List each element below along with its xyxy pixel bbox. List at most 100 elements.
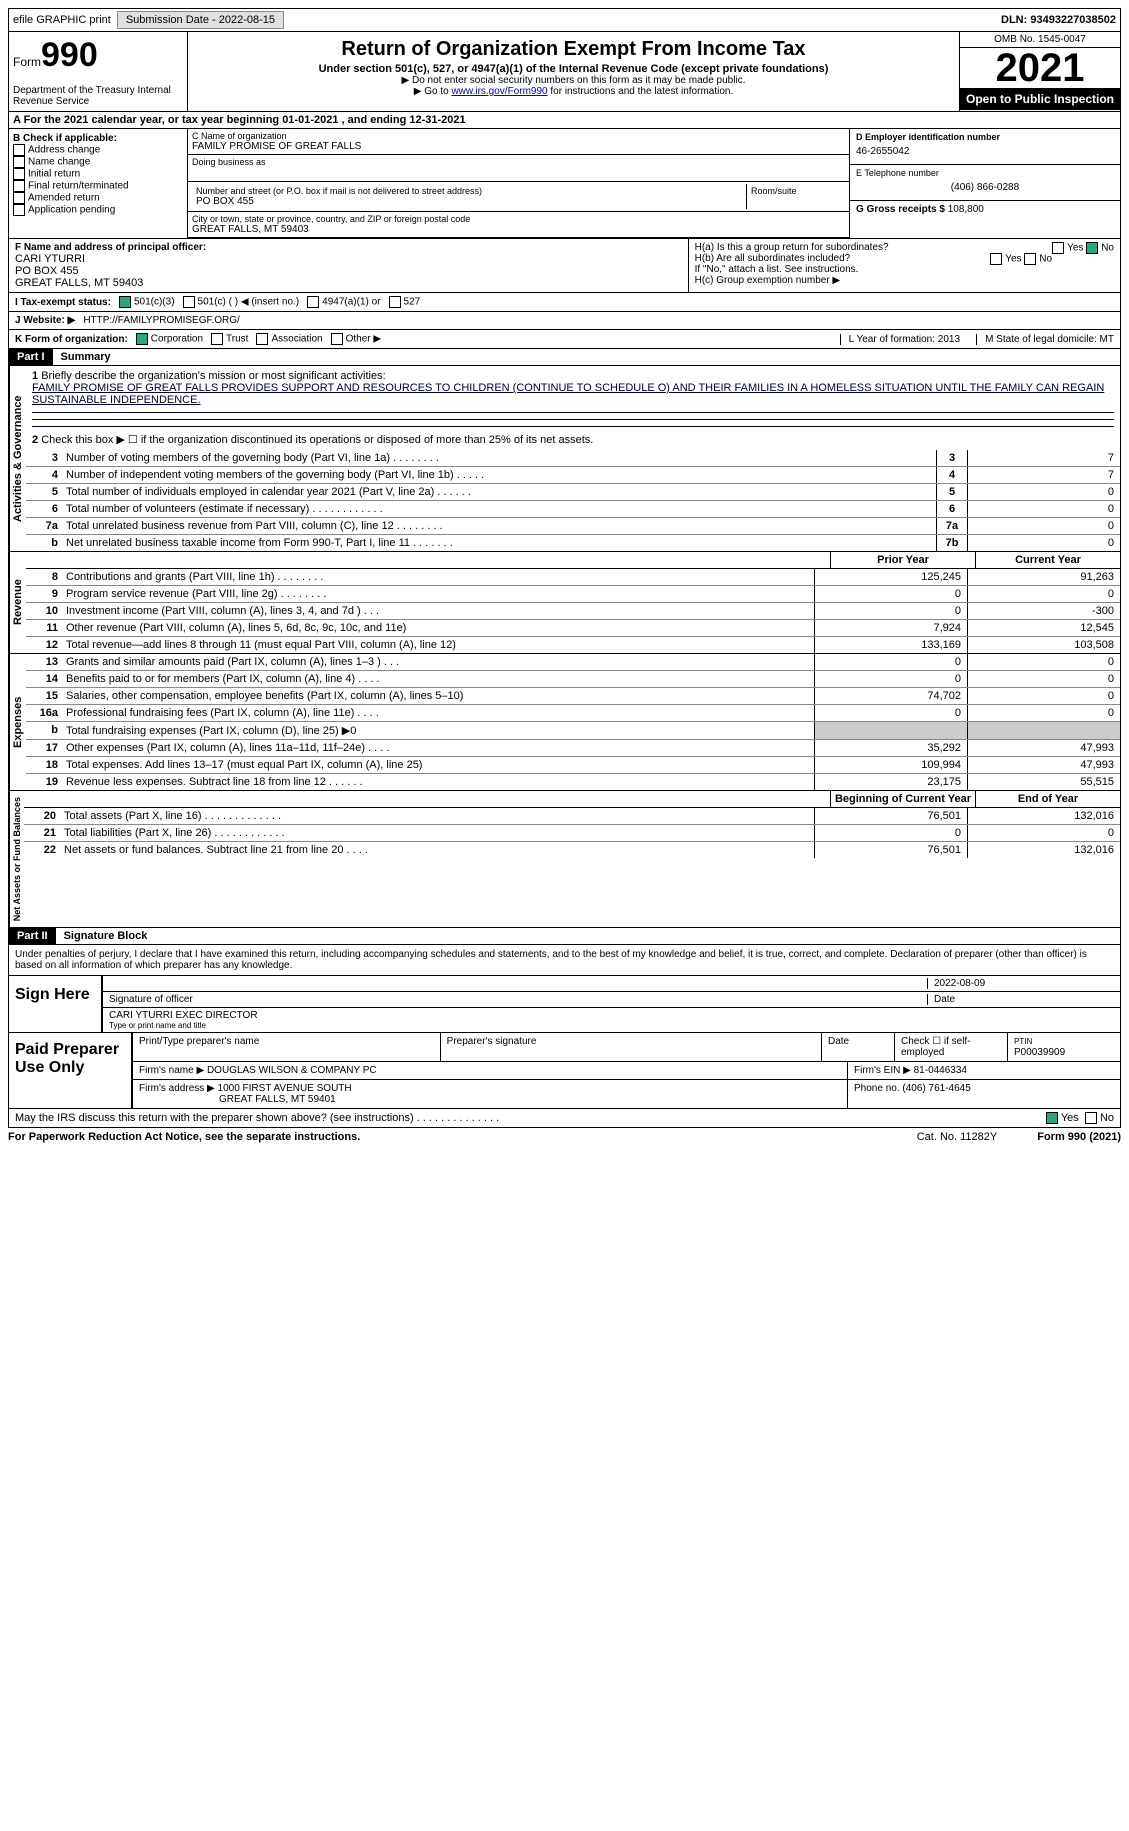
chk-trust[interactable]: Trust bbox=[211, 333, 248, 345]
line-13: 13Grants and similar amounts paid (Part … bbox=[26, 654, 1120, 671]
instruction-1: ▶ Do not enter social security numbers o… bbox=[192, 75, 955, 86]
website-url: HTTP://FAMILYPROMISEGF.ORG/ bbox=[83, 315, 240, 326]
prep-check: Check ☐ if self-employed bbox=[894, 1033, 1007, 1061]
officer-addr: PO BOX 455 bbox=[15, 265, 682, 277]
part1-header: Part I Summary bbox=[8, 349, 1121, 366]
chk-address[interactable]: Address change bbox=[13, 144, 183, 156]
section-bcd: B Check if applicable: Address change Na… bbox=[8, 129, 1121, 239]
chk-other[interactable]: Other ▶ bbox=[331, 333, 381, 345]
prep-sig-label: Preparer's signature bbox=[440, 1033, 821, 1061]
firm-addr1: 1000 FIRST AVENUE SOUTH bbox=[218, 1083, 352, 1094]
ha-row: H(a) Is this a group return for subordin… bbox=[695, 242, 1114, 253]
firm-name: DOUGLAS WILSON & COMPANY PC bbox=[207, 1065, 377, 1076]
officer-h-row: F Name and address of principal officer:… bbox=[8, 239, 1121, 293]
date-label: Date bbox=[927, 994, 1114, 1005]
line-15: 15Salaries, other compensation, employee… bbox=[26, 688, 1120, 705]
part2-header: Part II Signature Block bbox=[8, 928, 1121, 945]
form-990-label: Form990 bbox=[13, 36, 183, 75]
phone-value: (406) 866-0288 bbox=[856, 178, 1114, 197]
line-22: 22Net assets or fund balances. Subtract … bbox=[24, 842, 1120, 858]
declaration-text: Under penalties of perjury, I declare th… bbox=[8, 945, 1121, 976]
l-year: L Year of formation: 2013 bbox=[840, 334, 960, 345]
submission-date-button[interactable]: Submission Date - 2022-08-15 bbox=[117, 11, 284, 29]
prep-name-label: Print/Type preparer's name bbox=[131, 1033, 440, 1061]
line-19: 19Revenue less expenses. Subtract line 1… bbox=[26, 774, 1120, 790]
firm-phone-label: Phone no. bbox=[854, 1083, 900, 1094]
addr-label: Number and street (or P.O. box if mail i… bbox=[196, 186, 742, 196]
calendar-year-row: A For the 2021 calendar year, or tax yea… bbox=[8, 112, 1121, 129]
city-label: City or town, state or province, country… bbox=[192, 214, 845, 224]
sig-officer-label: Signature of officer bbox=[109, 994, 927, 1005]
footer-mid: Cat. No. 11282Y bbox=[917, 1131, 998, 1143]
side-exp: Expenses bbox=[9, 654, 26, 790]
hb-row: H(b) Are all subordinates included? Yes … bbox=[695, 253, 1114, 264]
chk-name[interactable]: Name change bbox=[13, 156, 183, 168]
org-city: GREAT FALLS, MT 59403 bbox=[192, 224, 845, 235]
ptin-label: PTIN bbox=[1014, 1037, 1032, 1046]
ein-value: 46-2655042 bbox=[856, 142, 1114, 161]
form-header: Form990 Department of the Treasury Inter… bbox=[8, 32, 1121, 112]
prep-date-label: Date bbox=[821, 1033, 894, 1061]
firm-name-label: Firm's name ▶ bbox=[139, 1065, 204, 1076]
chk-corp[interactable]: Corporation bbox=[136, 333, 203, 345]
l2-text: Check this box ▶ ☐ if the organization d… bbox=[41, 434, 593, 446]
firm-addr-label: Firm's address ▶ bbox=[139, 1083, 215, 1094]
l1-label: Briefly describe the organization's miss… bbox=[41, 370, 385, 382]
chk-assoc[interactable]: Association bbox=[256, 333, 322, 345]
footer-right: Form 990 (2021) bbox=[1037, 1131, 1121, 1143]
line-12: 12Total revenue—add lines 8 through 11 (… bbox=[26, 637, 1120, 653]
col-end: End of Year bbox=[975, 791, 1120, 807]
side-na: Net Assets or Fund Balances bbox=[9, 791, 24, 927]
officer-name-title: CARI YTURRI EXEC DIRECTOR bbox=[109, 1010, 1114, 1021]
side-ag: Activities & Governance bbox=[9, 366, 26, 551]
c-name-label: C Name of organization bbox=[192, 131, 845, 141]
chk-527[interactable]: 527 bbox=[389, 296, 421, 308]
m-state: M State of legal domicile: MT bbox=[976, 334, 1114, 345]
chk-pending[interactable]: Application pending bbox=[13, 204, 183, 216]
discuss-no[interactable]: No bbox=[1085, 1112, 1114, 1124]
line-17: 17Other expenses (Part IX, column (A), l… bbox=[26, 740, 1120, 757]
line-3: 3Number of voting members of the governi… bbox=[26, 450, 1120, 467]
line-7a: 7aTotal unrelated business revenue from … bbox=[26, 518, 1120, 535]
chk-initial[interactable]: Initial return bbox=[13, 168, 183, 180]
officer-name: CARI YTURRI bbox=[15, 253, 682, 265]
form-title: Return of Organization Exempt From Incom… bbox=[192, 38, 955, 61]
dba-label: Doing business as bbox=[192, 157, 845, 167]
line-10: 10Investment income (Part VIII, column (… bbox=[26, 603, 1120, 620]
chk-501c[interactable]: 501(c) ( ) ◀ (insert no.) bbox=[183, 296, 300, 308]
efile-label: efile GRAPHIC print bbox=[13, 14, 111, 26]
chk-501c3[interactable]: 501(c)(3) bbox=[119, 296, 175, 308]
footer-left: For Paperwork Reduction Act Notice, see … bbox=[8, 1131, 360, 1143]
irs-link[interactable]: www.irs.gov/Form990 bbox=[451, 86, 547, 97]
org-name: FAMILY PROMISE OF GREAT FALLS bbox=[192, 141, 845, 152]
chk-4947[interactable]: 4947(a)(1) or bbox=[307, 296, 380, 308]
section-rev: Revenue Prior YearCurrent Year 8Contribu… bbox=[8, 552, 1121, 654]
website-row: J Website: ▶ HTTP://FAMILYPROMISEGF.ORG/ bbox=[8, 312, 1121, 330]
room-label: Room/suite bbox=[751, 186, 841, 196]
type-label: Type or print name and title bbox=[109, 1021, 1114, 1030]
page-footer: For Paperwork Reduction Act Notice, see … bbox=[8, 1128, 1121, 1146]
section-exp: Expenses 13Grants and similar amounts pa… bbox=[8, 654, 1121, 791]
discuss-yes[interactable]: Yes bbox=[1046, 1112, 1079, 1124]
officer-city: GREAT FALLS, MT 59403 bbox=[15, 277, 682, 289]
firm-phone: (406) 761-4645 bbox=[902, 1083, 970, 1094]
f-label: F Name and address of principal officer: bbox=[15, 242, 682, 253]
discuss-row: May the IRS discuss this return with the… bbox=[8, 1109, 1121, 1128]
line-20: 20Total assets (Part X, line 16) . . . .… bbox=[24, 808, 1120, 825]
line-8: 8Contributions and grants (Part VIII, li… bbox=[26, 569, 1120, 586]
hb2-row: If "No," attach a list. See instructions… bbox=[695, 264, 1114, 275]
line-b: bNet unrelated business taxable income f… bbox=[26, 535, 1120, 551]
inspection-label: Open to Public Inspection bbox=[960, 88, 1120, 110]
dept-label: Department of the Treasury Internal Reve… bbox=[13, 85, 183, 107]
mission-text: FAMILY PROMISE OF GREAT FALLS PROVIDES S… bbox=[32, 382, 1104, 406]
k-org-row: K Form of organization: Corporation Trus… bbox=[8, 330, 1121, 349]
firm-ein: 81-0446334 bbox=[914, 1065, 967, 1076]
line-9: 9Program service revenue (Part VIII, lin… bbox=[26, 586, 1120, 603]
instruction-2: ▶ Go to www.irs.gov/Form990 for instruct… bbox=[192, 86, 955, 97]
chk-amended[interactable]: Amended return bbox=[13, 192, 183, 204]
tax-year: 2021 bbox=[960, 48, 1120, 88]
line-6: 6Total number of volunteers (estimate if… bbox=[26, 501, 1120, 518]
chk-final[interactable]: Final return/terminated bbox=[13, 180, 183, 192]
line-11: 11Other revenue (Part VIII, column (A), … bbox=[26, 620, 1120, 637]
paid-preparer-row: Paid Preparer Use Only Print/Type prepar… bbox=[8, 1033, 1121, 1109]
